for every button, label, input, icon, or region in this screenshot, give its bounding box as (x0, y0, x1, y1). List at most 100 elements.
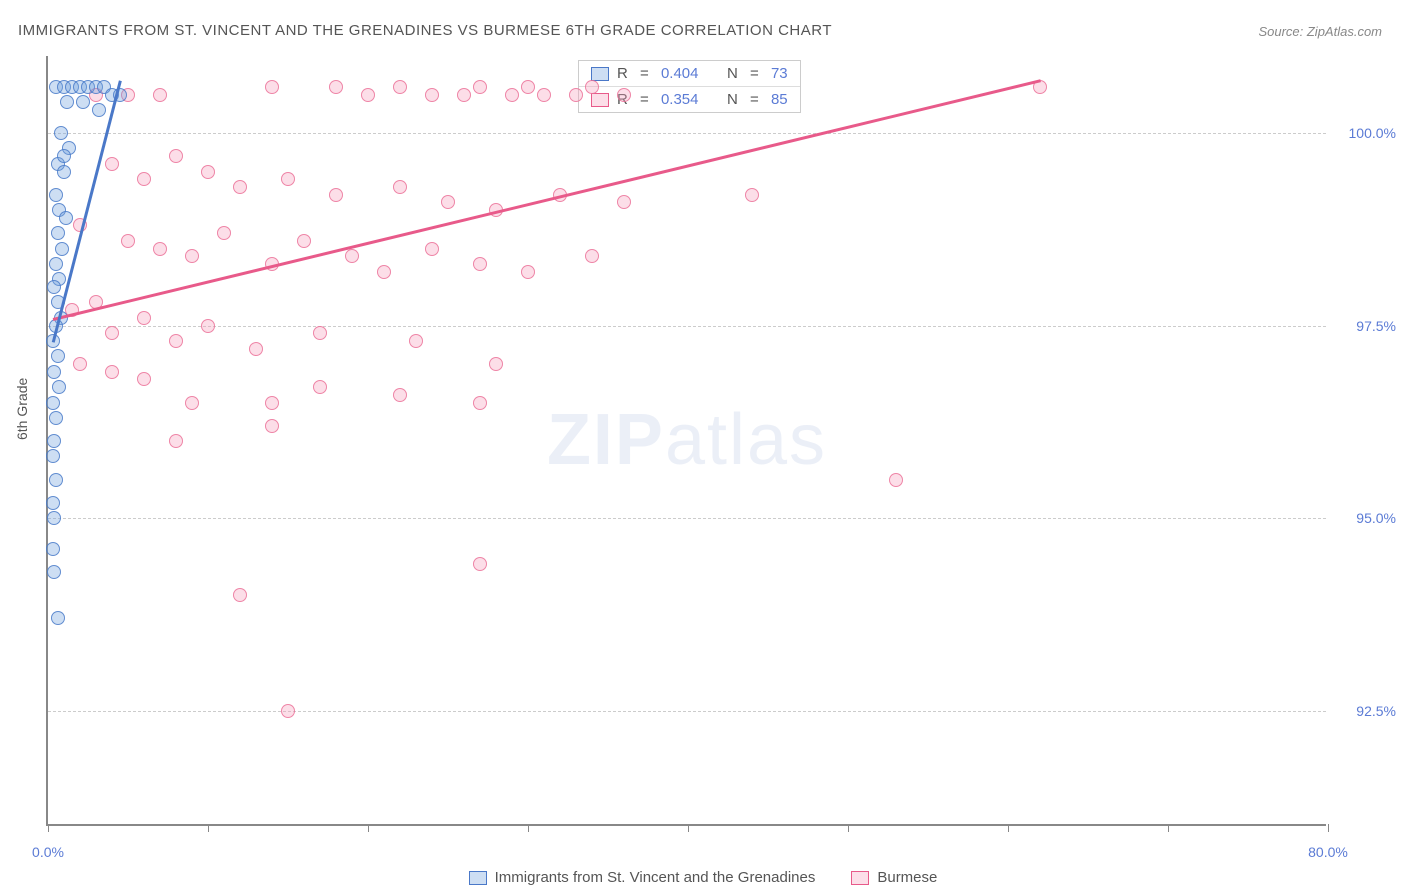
data-point (745, 188, 759, 202)
data-point (441, 195, 455, 209)
data-point (46, 496, 60, 510)
data-point (233, 180, 247, 194)
data-point (57, 149, 71, 163)
correlation-legend: R = 0.404 N = 73 R = 0.354 N = 85 (578, 60, 801, 113)
series-legend: Immigrants from St. Vincent and the Gren… (0, 869, 1406, 886)
gridline (48, 711, 1326, 712)
data-point (76, 95, 90, 109)
data-point (201, 165, 215, 179)
data-point (313, 380, 327, 394)
data-point (46, 542, 60, 556)
data-point (393, 80, 407, 94)
data-point (217, 226, 231, 240)
data-point (329, 188, 343, 202)
plot-area: ZIPatlas R = 0.404 N = 73 R = 0.354 N = … (46, 56, 1326, 826)
data-point (233, 588, 247, 602)
data-point (137, 311, 151, 325)
data-point (49, 188, 63, 202)
data-point (185, 396, 199, 410)
data-point (265, 396, 279, 410)
data-point (521, 265, 535, 279)
legend-swatch-pink (591, 93, 609, 107)
data-point (49, 257, 63, 271)
data-point (249, 342, 263, 356)
data-point (47, 511, 61, 525)
data-point (52, 380, 66, 394)
data-point (345, 249, 359, 263)
data-point (569, 88, 583, 102)
data-point (92, 103, 106, 117)
x-tick (688, 824, 689, 832)
data-point (49, 473, 63, 487)
data-point (329, 80, 343, 94)
x-tick (528, 824, 529, 832)
data-point (473, 257, 487, 271)
data-point (473, 557, 487, 571)
data-point (59, 211, 73, 225)
data-point (425, 88, 439, 102)
x-tick (1008, 824, 1009, 832)
data-point (281, 704, 295, 718)
data-point (105, 157, 119, 171)
watermark: ZIPatlas (547, 399, 827, 481)
data-point (617, 88, 631, 102)
data-point (377, 265, 391, 279)
data-point (393, 180, 407, 194)
data-point (185, 249, 199, 263)
data-point (137, 172, 151, 186)
data-point (457, 88, 471, 102)
x-tick (368, 824, 369, 832)
data-point (47, 280, 61, 294)
series-legend-blue: Immigrants from St. Vincent and the Gren… (469, 869, 816, 886)
series-label: Burmese (877, 869, 937, 886)
data-point (169, 334, 183, 348)
data-point (361, 88, 375, 102)
gridline (48, 326, 1326, 327)
data-point (49, 411, 63, 425)
data-point (169, 434, 183, 448)
chart-title: IMMIGRANTS FROM ST. VINCENT AND THE GREN… (18, 22, 832, 39)
data-point (47, 434, 61, 448)
data-point (297, 234, 311, 248)
trend-line (53, 79, 1041, 320)
data-point (153, 88, 167, 102)
data-point (617, 195, 631, 209)
data-point (265, 419, 279, 433)
x-tick (1168, 824, 1169, 832)
data-point (51, 349, 65, 363)
data-point (46, 396, 60, 410)
data-point (54, 126, 68, 140)
data-point (169, 149, 183, 163)
data-point (47, 365, 61, 379)
series-legend-pink: Burmese (851, 869, 937, 886)
data-point (425, 242, 439, 256)
data-point (73, 357, 87, 371)
legend-swatch-icon (851, 871, 869, 885)
data-point (60, 95, 74, 109)
data-point (121, 234, 135, 248)
data-point (521, 80, 535, 94)
data-point (281, 172, 295, 186)
data-point (137, 372, 151, 386)
data-point (473, 80, 487, 94)
y-tick-label: 92.5% (1336, 703, 1396, 719)
y-tick-label: 97.5% (1336, 318, 1396, 334)
data-point (505, 88, 519, 102)
legend-swatch-blue (591, 67, 609, 81)
data-point (51, 611, 65, 625)
source-attribution: Source: ZipAtlas.com (1258, 24, 1382, 39)
data-point (51, 226, 65, 240)
x-tick (1328, 824, 1329, 832)
x-tick (208, 824, 209, 832)
data-point (265, 80, 279, 94)
y-tick-label: 95.0% (1336, 510, 1396, 526)
data-point (57, 165, 71, 179)
x-tick-label: 0.0% (32, 844, 64, 860)
x-tick (848, 824, 849, 832)
x-tick-label: 80.0% (1308, 844, 1348, 860)
data-point (473, 396, 487, 410)
data-point (537, 88, 551, 102)
data-point (47, 565, 61, 579)
series-label: Immigrants from St. Vincent and the Gren… (495, 869, 816, 886)
legend-row-pink: R = 0.354 N = 85 (579, 86, 800, 112)
